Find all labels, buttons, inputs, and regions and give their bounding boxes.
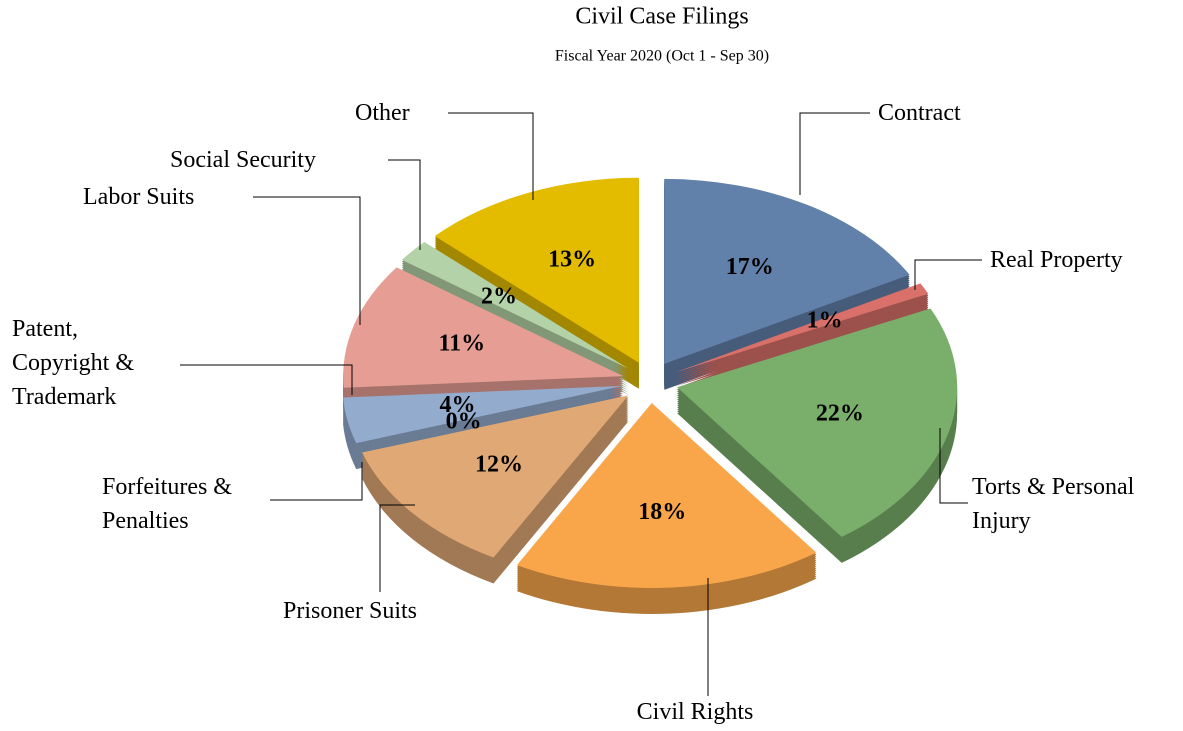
category-label: Prisoner Suits	[283, 598, 418, 624]
chart-subtitle: Fiscal Year 2020 (Oct 1 - Sep 30)	[555, 48, 769, 65]
category-label: Real Property	[990, 247, 1123, 273]
slice	[434, 177, 639, 363]
leader-line	[799, 112, 870, 195]
slice	[674, 283, 929, 373]
data-label: 11%	[438, 331, 485, 357]
leader-line	[914, 259, 982, 290]
leader-line	[253, 196, 361, 325]
leader-line	[379, 504, 415, 592]
pie	[343, 177, 958, 614]
slice	[677, 308, 958, 537]
leader-line	[388, 159, 421, 250]
data-label: 4%	[439, 392, 475, 418]
category-label: Social Security	[170, 147, 316, 173]
data-label: 12%	[475, 452, 523, 478]
slice	[401, 241, 629, 369]
slice	[362, 395, 629, 558]
slice	[516, 402, 817, 588]
category-label: Civil Rights	[636, 699, 754, 725]
slice	[343, 385, 623, 444]
category-label: Labor Suits	[83, 184, 195, 210]
category-label: Other	[355, 100, 410, 126]
data-label: 2%	[481, 283, 517, 309]
data-label: 17%	[726, 254, 774, 280]
leader-line	[180, 364, 353, 395]
chart-title: Civil Case Filings	[575, 4, 748, 30]
category-label: Forfeitures & Penalties	[102, 474, 232, 534]
data-label: 1%	[807, 308, 843, 334]
category-label: Torts & Personal Injury	[972, 474, 1135, 534]
data-label: 18%	[638, 499, 686, 525]
data-label: 0%	[446, 408, 482, 434]
leader-line	[448, 112, 534, 200]
leader-line	[939, 428, 968, 504]
data-label: 22%	[816, 400, 864, 426]
data-label: 13%	[548, 246, 596, 272]
leader-line	[270, 462, 363, 501]
category-label: Contract	[878, 100, 961, 126]
category-label: Patent, Copyright & Trademark	[12, 316, 135, 410]
slice	[343, 267, 624, 388]
slice	[664, 178, 910, 364]
